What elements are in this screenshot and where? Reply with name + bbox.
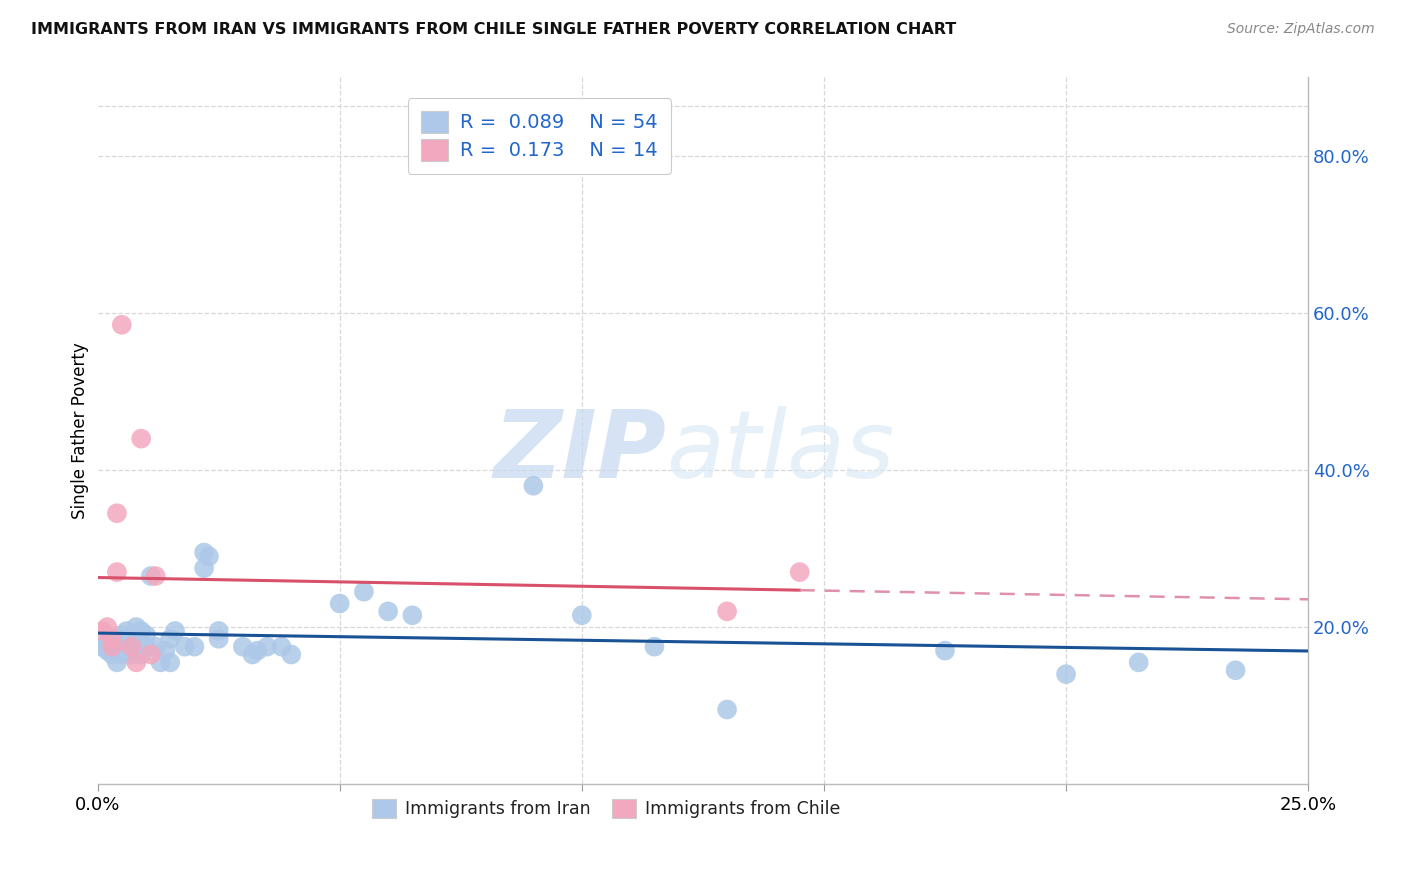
Y-axis label: Single Father Poverty: Single Father Poverty xyxy=(72,343,89,519)
Point xyxy=(165,624,187,638)
Point xyxy=(353,584,375,599)
Point xyxy=(159,656,181,670)
Point xyxy=(270,640,292,654)
Point xyxy=(198,549,221,564)
Point xyxy=(105,632,128,646)
Point xyxy=(111,648,134,662)
Point xyxy=(246,643,269,657)
Point xyxy=(135,640,157,654)
Point xyxy=(155,643,177,657)
Point xyxy=(1054,667,1077,681)
Point xyxy=(111,643,134,657)
Point xyxy=(129,432,152,446)
Point xyxy=(145,569,167,583)
Point xyxy=(643,640,665,654)
Point xyxy=(91,640,114,654)
Point xyxy=(101,632,124,646)
Point xyxy=(91,624,114,638)
Point xyxy=(115,643,138,657)
Point xyxy=(101,640,124,654)
Point xyxy=(96,643,118,657)
Point xyxy=(105,640,128,654)
Point xyxy=(125,640,148,654)
Point xyxy=(139,648,162,662)
Point xyxy=(789,565,811,579)
Point xyxy=(377,604,399,618)
Point xyxy=(571,608,593,623)
Point xyxy=(129,624,152,638)
Point xyxy=(111,318,134,332)
Point xyxy=(232,640,254,654)
Point xyxy=(208,624,231,638)
Point xyxy=(121,640,143,654)
Point xyxy=(1225,663,1247,677)
Text: atlas: atlas xyxy=(666,407,894,498)
Text: Source: ZipAtlas.com: Source: ZipAtlas.com xyxy=(1227,22,1375,37)
Point xyxy=(173,640,195,654)
Point xyxy=(280,648,302,662)
Point xyxy=(716,702,738,716)
Point xyxy=(193,545,215,559)
Text: IMMIGRANTS FROM IRAN VS IMMIGRANTS FROM CHILE SINGLE FATHER POVERTY CORRELATION : IMMIGRANTS FROM IRAN VS IMMIGRANTS FROM … xyxy=(31,22,956,37)
Point xyxy=(242,648,264,662)
Point xyxy=(115,624,138,638)
Point xyxy=(121,648,143,662)
Point xyxy=(129,648,152,662)
Point xyxy=(96,636,118,650)
Legend: Immigrants from Iran, Immigrants from Chile: Immigrants from Iran, Immigrants from Ch… xyxy=(366,792,846,825)
Point xyxy=(111,628,134,642)
Point xyxy=(149,656,172,670)
Point xyxy=(159,632,181,646)
Point xyxy=(121,632,143,646)
Point xyxy=(183,640,205,654)
Point xyxy=(125,656,148,670)
Point xyxy=(105,506,128,520)
Point xyxy=(401,608,423,623)
Point xyxy=(139,569,162,583)
Point xyxy=(96,620,118,634)
Point xyxy=(716,604,738,618)
Point xyxy=(115,640,138,654)
Point xyxy=(105,565,128,579)
Point xyxy=(145,640,167,654)
Text: ZIP: ZIP xyxy=(494,406,666,498)
Point xyxy=(125,620,148,634)
Point xyxy=(1128,656,1150,670)
Point xyxy=(522,479,544,493)
Point xyxy=(329,597,352,611)
Point xyxy=(135,628,157,642)
Point xyxy=(193,561,215,575)
Point xyxy=(101,640,124,654)
Point xyxy=(208,632,231,646)
Point xyxy=(256,640,278,654)
Point xyxy=(105,656,128,670)
Point xyxy=(934,643,956,657)
Point xyxy=(101,648,124,662)
